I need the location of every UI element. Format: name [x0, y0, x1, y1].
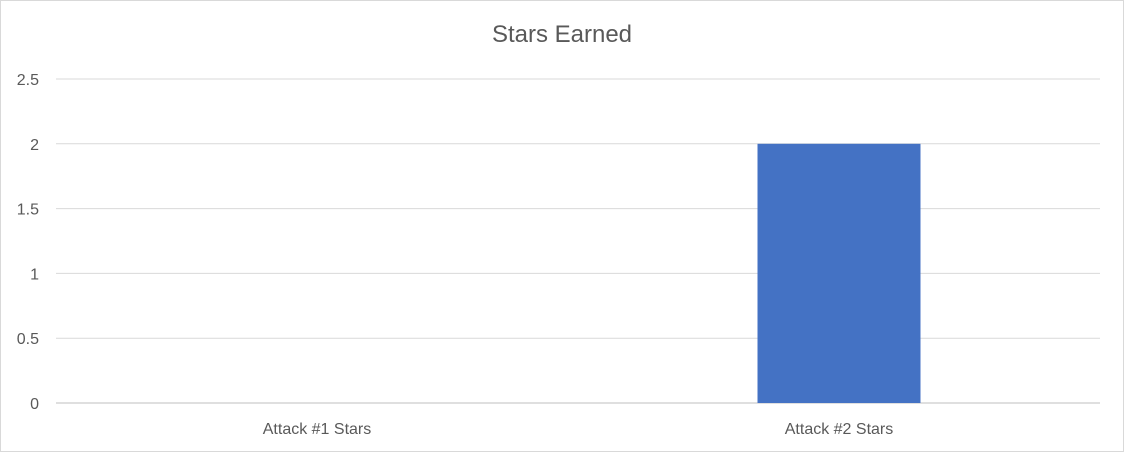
y-tick-label: 1: [30, 266, 39, 283]
x-category-label: Attack #2 Stars: [785, 421, 894, 438]
y-tick-label: 0.5: [17, 331, 39, 348]
x-axis-categories: Attack #1 Stars Attack #2 Stars: [263, 421, 894, 438]
bars: [757, 143, 921, 404]
y-tick-label: 2: [30, 137, 39, 154]
y-axis-ticks: 0 0.5 1 1.5 2 2.5: [17, 72, 39, 413]
y-tick-label: 2.5: [17, 72, 39, 89]
x-category-label: Attack #1 Stars: [263, 421, 372, 438]
bar-2: [757, 143, 921, 404]
y-tick-label: 1.5: [17, 202, 39, 219]
chart-title: Stars Earned: [491, 21, 633, 48]
y-tick-label: 0: [30, 396, 39, 413]
gridlines: [56, 78, 1100, 404]
